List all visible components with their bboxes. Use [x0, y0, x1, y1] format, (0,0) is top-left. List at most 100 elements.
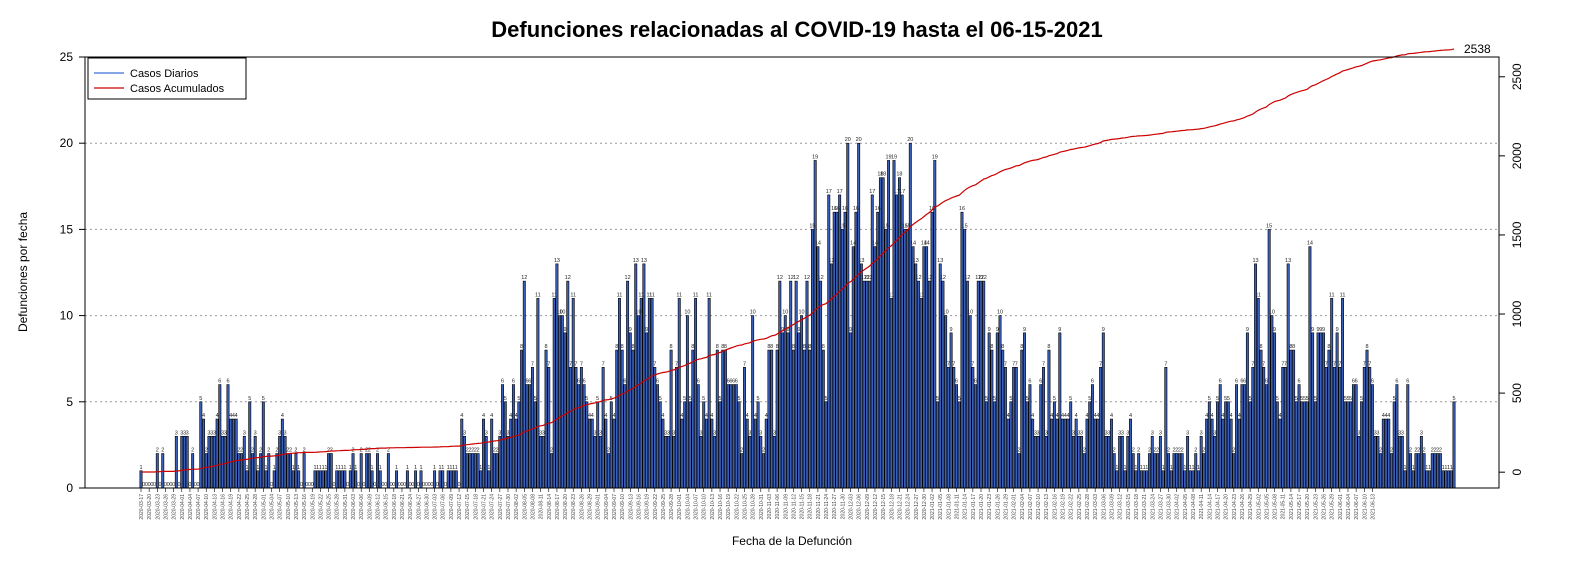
bar-value-label: 5	[1009, 396, 1012, 402]
bar-value-label: 2	[466, 448, 469, 454]
bar-value-label: 12	[866, 275, 872, 281]
bar-value-label: 0	[362, 482, 365, 488]
bar-value-label: 3	[1107, 430, 1110, 436]
bar-value-label: 1	[479, 465, 482, 471]
bar-value-label: 1	[1124, 465, 1127, 471]
daily-bar	[704, 418, 708, 489]
daily-bar	[672, 435, 676, 489]
daily-bar	[558, 315, 562, 489]
daily-bar	[1349, 401, 1353, 489]
bar-value-label: 2	[376, 448, 379, 454]
x-tick-label: 2020-10-10	[702, 494, 708, 520]
bar-value-label: 1	[414, 465, 417, 471]
bar-value-label: 1	[1115, 465, 1118, 471]
daily-bar	[903, 229, 907, 489]
daily-bar	[623, 384, 627, 489]
bar-value-label: 4	[1238, 413, 1241, 419]
bar-value-label: 2	[1083, 448, 1086, 454]
daily-bar	[827, 194, 831, 489]
bar-value-label: 4	[1085, 413, 1088, 419]
daily-bar	[1308, 246, 1312, 489]
x-tick-label: 2020-12-21	[897, 494, 903, 520]
bar-value-label: 14	[872, 241, 878, 247]
bar-value-label: 3	[506, 430, 509, 436]
daily-bar	[566, 280, 570, 489]
daily-bar	[791, 349, 795, 489]
daily-bar	[816, 246, 820, 489]
daily-bar	[210, 435, 214, 489]
daily-bar	[240, 453, 244, 489]
bar-value-label: 3	[1037, 430, 1040, 436]
x-tick-label: 2021-02-22	[1069, 494, 1075, 520]
daily-bar	[1055, 418, 1059, 489]
daily-bar	[365, 453, 369, 489]
daily-bar	[859, 263, 863, 489]
bar-value-label: 5	[1026, 396, 1029, 402]
daily-bar	[1289, 349, 1293, 489]
daily-bar	[180, 435, 184, 489]
x-tick-label: 2020-04-19	[229, 494, 235, 520]
daily-bar	[1417, 453, 1421, 489]
bar-value-label: 2	[368, 448, 371, 454]
x-tick-label: 2021-04-17	[1215, 494, 1221, 520]
bar-value-label: 0	[428, 482, 431, 488]
bar-value-label: 17	[869, 189, 875, 195]
bar-value-label: 7	[947, 361, 950, 367]
x-tick-label: 2020-05-04	[269, 494, 275, 520]
daily-bar	[1305, 401, 1309, 489]
bar-value-label: 1	[1442, 465, 1445, 471]
bar-value-label: 4	[281, 413, 284, 419]
bar-value-label: 0	[436, 482, 439, 488]
daily-bar	[1341, 298, 1344, 489]
daily-bar	[327, 453, 331, 489]
bar-value-label: 7	[1164, 361, 1167, 367]
bar-value-label: 13	[633, 258, 639, 264]
bar-value-label: 3	[210, 430, 213, 436]
bar-value-label: 7	[531, 361, 534, 367]
bar-value-label: 9	[1058, 327, 1061, 333]
daily-bar	[539, 435, 543, 489]
daily-bar	[1259, 349, 1263, 489]
bar-value-label: 13	[937, 258, 943, 264]
bar-value-label: 2	[471, 448, 474, 454]
daily-bar	[1278, 418, 1282, 489]
bar-value-label: 0	[403, 482, 406, 488]
bar-value-label: 4	[235, 413, 238, 419]
bar-value-label: 8	[1020, 344, 1023, 350]
daily-bar	[976, 280, 980, 489]
bar-value-label: 8	[615, 344, 618, 350]
x-tick-label: 2021-03-30	[1167, 494, 1173, 520]
bar-value-label: 2	[1113, 448, 1116, 454]
bar-value-label: 15	[902, 223, 908, 229]
x-tick-label: 2020-12-27	[914, 494, 920, 520]
bar-value-label: 8	[1047, 344, 1050, 350]
daily-bar	[438, 470, 442, 489]
legend-daily-label: Casos Diarios	[130, 68, 199, 80]
x-tick-label: 2020-04-07	[196, 494, 202, 520]
bar-value-label: 8	[716, 344, 719, 350]
daily-bar	[680, 418, 684, 489]
bar-value-label: 16	[875, 206, 881, 212]
bar-value-label: 15	[809, 223, 815, 229]
bar-value-label: 0	[270, 482, 273, 488]
x-tick-label: 2020-04-16	[221, 494, 227, 520]
x-tick-label: 2020-09-16	[636, 494, 642, 520]
x-tick-label: 2021-05-11	[1281, 494, 1287, 519]
daily-bar	[275, 453, 279, 489]
x-tick-label: 2021-05-29	[1330, 494, 1336, 520]
x-tick-label: 2020-09-28	[669, 494, 675, 520]
daily-bar	[772, 435, 776, 489]
x-tick-label: 2020-12-15	[881, 494, 887, 520]
bar-value-label: 3	[180, 430, 183, 436]
bar-value-label: 7	[574, 361, 577, 367]
bar-value-label: 4	[202, 413, 205, 419]
bar-value-label: 2	[1194, 448, 1197, 454]
bar-value-label: 5	[689, 396, 692, 402]
bar-value-label: 2	[267, 448, 270, 454]
daily-bar	[1148, 453, 1151, 489]
daily-bar	[906, 229, 910, 489]
daily-bar	[873, 246, 877, 489]
bar-value-label: 4	[460, 413, 463, 419]
daily-bar	[207, 435, 211, 489]
daily-bar	[1414, 453, 1418, 489]
